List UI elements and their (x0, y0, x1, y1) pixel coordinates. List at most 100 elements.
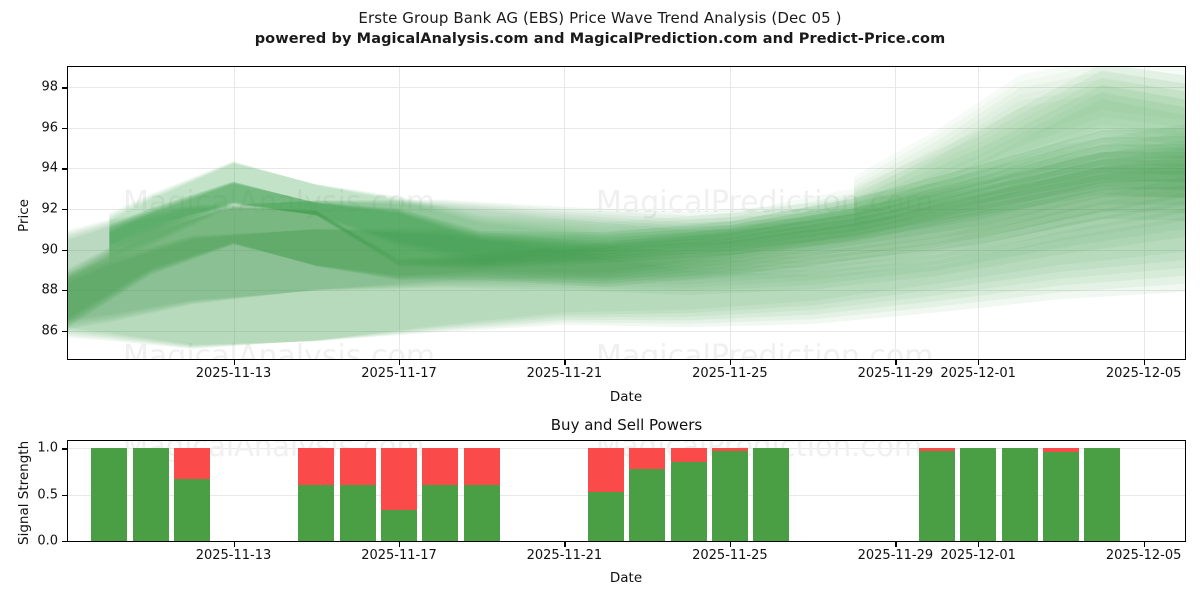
sell-power-segment (629, 448, 666, 469)
price-y-tickmark (62, 208, 67, 211)
wave-band-4 (68, 170, 1185, 322)
wave-band-1 (68, 124, 1185, 330)
sell-power-segment (918, 448, 955, 452)
power-x-tickmark (233, 542, 235, 547)
sell-power-segment (670, 448, 707, 463)
power-x-tick-label: 2025-11-13 (195, 548, 272, 563)
buy-power-segment (918, 451, 955, 541)
power-x-tick-label: 2025-11-25 (692, 548, 768, 563)
wave-band-3 (109, 151, 1185, 267)
buy-power-segment (339, 484, 376, 541)
price-x-tick-label: 2025-12-01 (940, 366, 1016, 381)
power-x-tick-label: 2025-11-29 (857, 548, 934, 563)
power-bar[interactable] (918, 448, 955, 541)
buy-power-segment (463, 484, 500, 541)
power-bar[interactable] (1042, 448, 1079, 541)
wave-band-4 (68, 146, 1185, 328)
power-x-tickmark (564, 542, 566, 547)
power-bar[interactable] (422, 448, 459, 541)
wave-band-2 (109, 67, 1185, 264)
wave-band-0 (68, 192, 1185, 348)
wave-band-1 (68, 156, 1185, 322)
wave-band-0 (68, 184, 1185, 349)
power-bar[interactable] (1084, 448, 1121, 541)
wave-band-2 (109, 77, 1185, 261)
price-x-tick-label: 2025-11-25 (692, 366, 768, 381)
power-x-tickmark (895, 542, 897, 547)
price-x-tickmark (233, 360, 235, 365)
power-x-tick-label: 2025-11-17 (361, 548, 437, 563)
power-bar[interactable] (629, 448, 666, 541)
wave-band-3 (109, 136, 1185, 264)
page-subtitle: powered by MagicalAnalysis.com and Magic… (254, 31, 946, 47)
power-x-tick-label: 2025-12-05 (1105, 548, 1182, 563)
wave-band-4 (68, 178, 1185, 320)
page-title: Erste Group Bank AG (EBS) Price Wave Tre… (358, 9, 842, 27)
wave-band-1 (68, 148, 1185, 324)
power-bar[interactable] (1001, 448, 1038, 541)
wave-band-5 (854, 93, 1185, 230)
sell-power-segment (1042, 448, 1079, 453)
power-bar[interactable] (298, 448, 335, 541)
wave-band-3 (109, 144, 1185, 265)
wave-band-0 (68, 208, 1185, 346)
sell-power-segment (174, 448, 211, 479)
buy-power-segment (174, 478, 211, 541)
power-bar[interactable] (463, 448, 500, 541)
price-y-tick-label: 90 (41, 242, 58, 257)
price-x-tick-label: 2025-12-05 (1105, 366, 1182, 381)
power-bar[interactable] (381, 448, 417, 541)
power-bar[interactable] (91, 448, 128, 541)
power-bar[interactable] (132, 448, 169, 541)
power-x-tick-label: 2025-11-21 (526, 548, 603, 563)
sell-power-segment (463, 448, 500, 485)
wave-band-5 (854, 85, 1185, 225)
sell-power-segment (381, 448, 417, 511)
power-x-tickmark (978, 542, 980, 547)
power-bar[interactable] (960, 448, 997, 541)
wave-band-3 (109, 158, 1185, 269)
price-y-tickmark (62, 87, 67, 89)
power-bar-group (68, 441, 1185, 541)
price-x-tickmark (564, 360, 566, 365)
power-x-tickmark (1143, 542, 1145, 547)
price-y-tick-label: 94 (41, 160, 58, 176)
price-x-tick-label: 2025-11-21 (526, 366, 603, 381)
wave-band-0 (68, 216, 1185, 345)
power-bar[interactable] (753, 448, 790, 541)
gridline-horizontal (68, 541, 1185, 542)
price-x-tickmark (729, 360, 732, 365)
price-y-tick-label: 86 (41, 323, 58, 339)
buy-power-segment (629, 468, 666, 541)
power-x-axis-label: Date (609, 570, 643, 586)
buy-power-segment (670, 462, 707, 541)
price-y-tickmark (62, 290, 67, 292)
buy-power-segment (381, 510, 417, 541)
power-bar[interactable] (670, 448, 707, 541)
power-bar[interactable] (174, 448, 211, 541)
power-bar[interactable] (711, 448, 748, 541)
wave-band-5 (854, 71, 1185, 215)
price-x-tick-label: 2025-11-29 (857, 366, 934, 381)
power-bar[interactable] (339, 448, 376, 541)
buy-power-segment (132, 448, 169, 541)
price-x-tickmark (399, 360, 401, 365)
buy-power-segment (960, 448, 997, 541)
power-x-tick-label: 2025-12-01 (940, 548, 1016, 563)
power-bar[interactable] (587, 448, 624, 541)
price-y-tickmark (62, 330, 67, 332)
wave-band-3 (109, 128, 1185, 262)
buy-power-segment (1084, 448, 1121, 541)
price-y-tickmark (62, 249, 67, 251)
price-x-tick-label: 2025-11-17 (361, 366, 437, 381)
sell-power-segment (298, 448, 335, 485)
price-x-tickmark (895, 360, 897, 365)
price-y-tick-label: 96 (41, 120, 58, 136)
price-x-axis-label: Date (609, 389, 643, 405)
price-y-tick-label: 88 (41, 282, 58, 298)
buy-power-segment (91, 448, 128, 541)
price-y-tickmark (62, 168, 67, 170)
price-x-tickmark (978, 360, 980, 365)
buy-power-segment (298, 484, 335, 541)
